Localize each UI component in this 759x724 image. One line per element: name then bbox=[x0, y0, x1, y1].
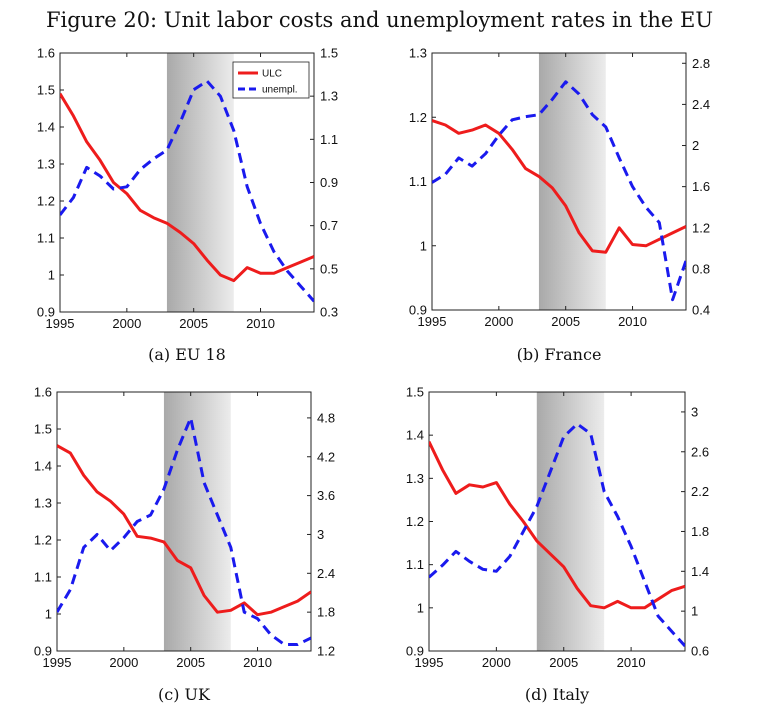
right-y-tick-label: 2.4 bbox=[692, 97, 710, 112]
x-tick-label: 2010 bbox=[246, 316, 275, 331]
right-y-tick-label: 0.9 bbox=[320, 175, 338, 190]
left-y-tick-label: 1.6 bbox=[34, 385, 52, 400]
right-y-tick-label: 0.7 bbox=[320, 218, 338, 233]
right-y-tick-label: 3 bbox=[691, 404, 698, 419]
x-tick-label: 1995 bbox=[415, 655, 444, 670]
legend-unempl-label: unempl. bbox=[262, 85, 298, 96]
right-y-tick-label: 0.8 bbox=[692, 261, 710, 276]
right-y-tick-label: 0.3 bbox=[320, 305, 338, 320]
right-y-tick-label: 1.8 bbox=[317, 605, 335, 620]
chart-panel-3: 1995 2000 2005 2010 0.9 1 1.1 1.2 1.3 1.4 1.5 1.6 1.… bbox=[34, 385, 335, 705]
left-y-tick-label: 1.3 bbox=[34, 496, 52, 511]
left-y-tick-label: 0.9 bbox=[37, 305, 55, 320]
left-y-tick-label: 0.9 bbox=[34, 644, 52, 659]
x-tick-label: 2010 bbox=[617, 655, 646, 670]
right-y-tick-label: 1.2 bbox=[317, 644, 335, 659]
left-y-tick-label: 1.5 bbox=[37, 83, 55, 98]
left-y-tick-label: 1.3 bbox=[37, 157, 55, 172]
left-y-tick-label: 1.1 bbox=[409, 174, 427, 189]
x-tick-label: 2000 bbox=[482, 655, 511, 670]
left-y-tick-label: 0.9 bbox=[406, 644, 424, 659]
chart-panel-2: 1995 2000 2005 2010 0.9 1 1.1 1.2 1.3 0.4 0.8 1.2 1.… bbox=[409, 46, 710, 365]
left-y-tick-label: 1.2 bbox=[409, 110, 427, 125]
x-tick-label: 2000 bbox=[484, 314, 513, 329]
right-y-tick-label: 1.4 bbox=[691, 564, 709, 579]
figure-title: Figure 20: Unit labor costs and unemploy… bbox=[45, 8, 714, 32]
right-y-tick-label: 2.8 bbox=[692, 56, 710, 71]
left-y-tick-label: 1.5 bbox=[34, 422, 52, 437]
ulc-series-line bbox=[57, 444, 311, 617]
right-y-tick-label: 1 bbox=[691, 604, 698, 619]
legend-box bbox=[232, 61, 310, 99]
right-y-tick-label: 2 bbox=[692, 138, 699, 153]
x-tick-label: 2005 bbox=[549, 655, 578, 670]
right-y-tick-label: 1.8 bbox=[691, 524, 709, 539]
left-y-tick-label: 0.9 bbox=[409, 303, 427, 318]
right-y-tick-label: 1.6 bbox=[692, 179, 710, 194]
right-y-tick-label: 1.5 bbox=[320, 46, 338, 61]
ulc-series-line bbox=[60, 92, 314, 283]
left-y-tick-label: 1 bbox=[45, 607, 52, 622]
left-y-tick-label: 1.1 bbox=[34, 570, 52, 585]
x-tick-label: 2005 bbox=[176, 655, 205, 670]
right-y-tick-label: 4.2 bbox=[317, 449, 335, 464]
left-y-tick-label: 1.3 bbox=[409, 46, 427, 61]
left-y-tick-label: 1.6 bbox=[37, 46, 55, 61]
left-y-tick-label: 1.1 bbox=[37, 231, 55, 246]
unempl-series-line bbox=[60, 79, 314, 303]
left-y-tick-label: 1.4 bbox=[34, 459, 52, 474]
left-y-tick-label: 1.4 bbox=[37, 120, 55, 135]
left-y-tick-label: 1.4 bbox=[406, 428, 424, 443]
right-y-tick-label: 4.8 bbox=[317, 410, 335, 425]
panel-caption: (a) EU 18 bbox=[148, 345, 226, 364]
left-y-tick-label: 1 bbox=[48, 268, 55, 283]
ulc-series-line bbox=[429, 440, 685, 610]
x-tick-label: 2005 bbox=[551, 314, 580, 329]
ulc-series-line bbox=[432, 119, 686, 254]
x-tick-label: 1995 bbox=[43, 655, 72, 670]
right-y-tick-label: 1.1 bbox=[320, 132, 338, 147]
left-y-tick-label: 1.2 bbox=[37, 194, 55, 209]
left-y-tick-label: 1 bbox=[417, 600, 424, 615]
right-y-tick-label: 2.6 bbox=[691, 444, 709, 459]
right-y-tick-label: 1.2 bbox=[692, 220, 710, 235]
right-y-tick-label: 0.6 bbox=[691, 644, 709, 659]
x-tick-label: 2005 bbox=[179, 316, 208, 331]
panel-caption: (d) Italy bbox=[525, 685, 589, 704]
unempl-series-line bbox=[432, 80, 686, 302]
x-tick-label: 1995 bbox=[46, 316, 75, 331]
shaded-region bbox=[536, 392, 605, 651]
panel-caption: (b) France bbox=[517, 345, 602, 364]
unempl-series-line bbox=[429, 422, 685, 648]
x-tick-label: 2000 bbox=[109, 655, 138, 670]
chart-panel-1: 1995 2000 2005 2010 0.9 1 1.1 1.2 1.3 1.4 1.5 1.6 0.… bbox=[37, 46, 338, 365]
plot-frame bbox=[56, 391, 312, 652]
chart-panel-4: 1995 2000 2005 2010 0.9 1 1.1 1.2 1.3 1.4 1.5 0.6 1 1… bbox=[406, 385, 709, 705]
x-tick-label: 1995 bbox=[418, 314, 447, 329]
shaded-region bbox=[166, 53, 234, 312]
right-y-tick-label: 0.5 bbox=[320, 261, 338, 276]
right-y-tick-label: 2.4 bbox=[317, 566, 335, 581]
left-y-tick-label: 1.5 bbox=[406, 385, 424, 400]
x-tick-label: 2000 bbox=[112, 316, 141, 331]
left-y-tick-label: 1.2 bbox=[34, 533, 52, 548]
right-y-tick-label: 0.4 bbox=[692, 303, 710, 318]
x-tick-label: 2010 bbox=[618, 314, 647, 329]
unempl-series-line bbox=[57, 416, 311, 646]
x-tick-label: 2010 bbox=[243, 655, 272, 670]
legend-ulc-label: ULC bbox=[262, 69, 282, 80]
right-y-tick-label: 3 bbox=[317, 527, 324, 542]
legend: ULC unempl. bbox=[232, 61, 310, 99]
right-y-tick-label: 1.3 bbox=[320, 89, 338, 104]
left-y-tick-label: 1.3 bbox=[406, 471, 424, 486]
shaded-region bbox=[538, 53, 606, 310]
panel-caption: (c) UK bbox=[158, 685, 211, 704]
right-y-tick-label: 3.6 bbox=[317, 488, 335, 503]
right-y-tick-label: 2.2 bbox=[691, 484, 709, 499]
left-y-tick-label: 1.2 bbox=[406, 514, 424, 529]
left-y-tick-label: 1 bbox=[420, 238, 427, 253]
left-y-tick-label: 1.1 bbox=[406, 557, 424, 572]
